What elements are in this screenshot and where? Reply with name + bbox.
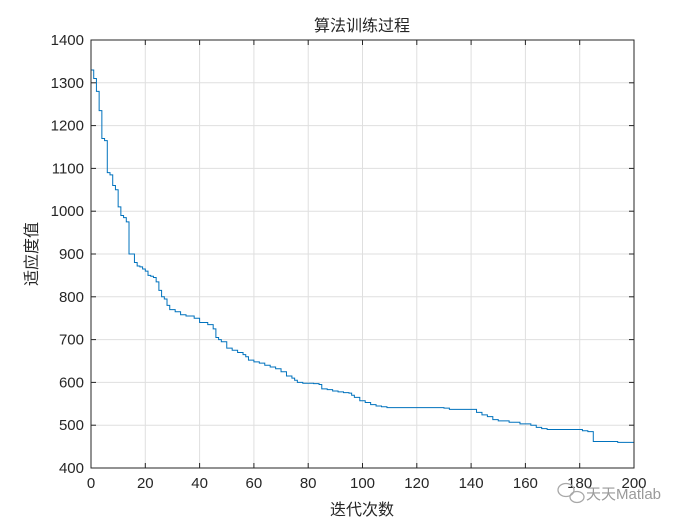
y-axis-label: 适应度值 xyxy=(22,222,41,286)
y-tick-label: 1400 xyxy=(51,32,84,49)
y-tick-label: 400 xyxy=(59,460,84,477)
y-tick-label: 1100 xyxy=(52,160,84,177)
watermark-text: 天天Matlab xyxy=(586,486,661,503)
chart-title: 算法训练过程 xyxy=(314,16,410,35)
y-tick-label: 700 xyxy=(59,332,84,349)
x-tick-label: 80 xyxy=(300,475,317,492)
x-tick-label: 0 xyxy=(87,475,95,492)
y-tick-label: 1200 xyxy=(51,118,84,135)
x-tick-label: 100 xyxy=(350,475,375,492)
x-tick-label: 140 xyxy=(459,475,484,492)
y-tick-label: 500 xyxy=(59,417,84,434)
x-tick-labels: 0 20 40 60 80 100 120 140 160 180 200 xyxy=(87,475,647,492)
x-tick-label: 40 xyxy=(191,475,208,492)
ticks xyxy=(90,39,635,469)
series-layer xyxy=(91,69,634,443)
y-tick-label: 800 xyxy=(59,289,84,306)
x-tick-label: 60 xyxy=(246,475,263,492)
x-tick-label: 20 xyxy=(137,475,154,492)
y-tick-label: 1000 xyxy=(51,203,84,220)
y-tick-label: 900 xyxy=(59,246,84,263)
x-axis-label: 迭代次数 xyxy=(330,500,394,519)
x-tick-label: 120 xyxy=(404,475,429,492)
fitness-curve xyxy=(91,69,634,443)
wechat-icon xyxy=(557,482,585,504)
y-tick-label: 1300 xyxy=(51,75,84,92)
watermark: 天天Matlab xyxy=(557,482,661,504)
y-tick-labels: 400 500 600 700 800 900 1000 1100 1200 1300 1400 xyxy=(51,32,84,477)
y-tick-label: 600 xyxy=(59,374,84,391)
x-tick-label: 200 xyxy=(621,475,646,492)
x-tick-label: 160 xyxy=(513,475,538,492)
